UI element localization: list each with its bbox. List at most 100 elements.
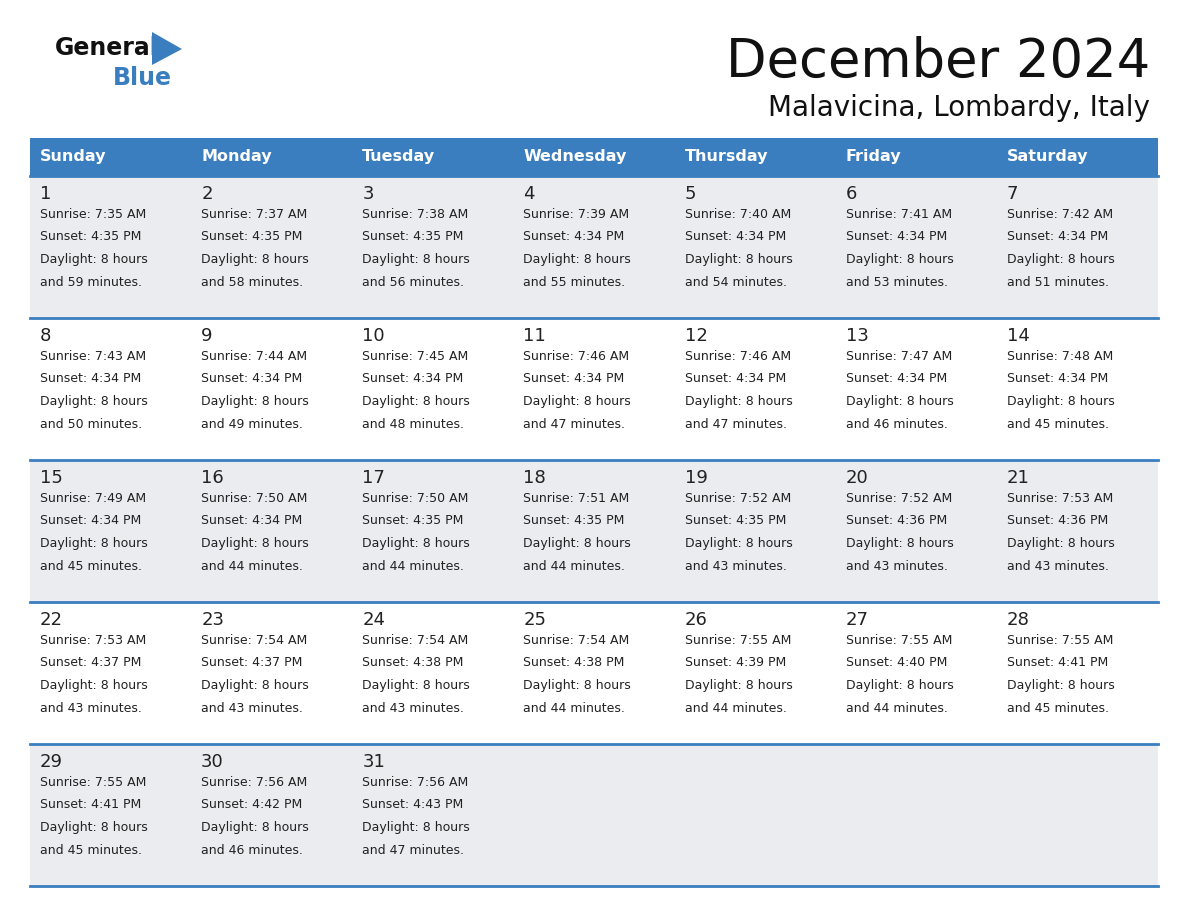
Text: Sunrise: 7:42 AM: Sunrise: 7:42 AM bbox=[1007, 207, 1113, 220]
Text: and 43 minutes.: and 43 minutes. bbox=[201, 702, 303, 715]
Text: and 46 minutes.: and 46 minutes. bbox=[201, 845, 303, 857]
Text: Daylight: 8 hours: Daylight: 8 hours bbox=[1007, 253, 1114, 266]
Text: Malavicina, Lombardy, Italy: Malavicina, Lombardy, Italy bbox=[769, 94, 1150, 122]
Text: Saturday: Saturday bbox=[1007, 150, 1088, 164]
Text: and 47 minutes.: and 47 minutes. bbox=[684, 419, 786, 431]
Text: Sunset: 4:36 PM: Sunset: 4:36 PM bbox=[1007, 514, 1108, 528]
Text: Daylight: 8 hours: Daylight: 8 hours bbox=[362, 822, 470, 834]
Text: Sunrise: 7:49 AM: Sunrise: 7:49 AM bbox=[40, 491, 146, 505]
Text: 18: 18 bbox=[524, 469, 546, 487]
Text: Sunrise: 7:53 AM: Sunrise: 7:53 AM bbox=[1007, 491, 1113, 505]
Text: 6: 6 bbox=[846, 185, 857, 203]
Text: and 44 minutes.: and 44 minutes. bbox=[524, 561, 625, 574]
Text: Sunset: 4:34 PM: Sunset: 4:34 PM bbox=[40, 373, 141, 386]
Text: 5: 5 bbox=[684, 185, 696, 203]
Text: Sunrise: 7:54 AM: Sunrise: 7:54 AM bbox=[524, 633, 630, 646]
Text: Daylight: 8 hours: Daylight: 8 hours bbox=[40, 253, 147, 266]
Text: Sunset: 4:34 PM: Sunset: 4:34 PM bbox=[1007, 230, 1108, 243]
Text: Daylight: 8 hours: Daylight: 8 hours bbox=[684, 538, 792, 551]
Text: 22: 22 bbox=[40, 611, 63, 629]
Text: 29: 29 bbox=[40, 753, 63, 771]
Bar bbox=[30, 602, 1158, 744]
Text: Sunrise: 7:56 AM: Sunrise: 7:56 AM bbox=[201, 776, 308, 789]
Text: Sunset: 4:34 PM: Sunset: 4:34 PM bbox=[362, 373, 463, 386]
Text: and 44 minutes.: and 44 minutes. bbox=[201, 561, 303, 574]
Text: and 44 minutes.: and 44 minutes. bbox=[684, 702, 786, 715]
Text: Sunrise: 7:52 AM: Sunrise: 7:52 AM bbox=[846, 491, 952, 505]
Bar bbox=[30, 744, 1158, 886]
Text: General: General bbox=[55, 36, 159, 60]
Text: Sunrise: 7:54 AM: Sunrise: 7:54 AM bbox=[201, 633, 308, 646]
Text: Thursday: Thursday bbox=[684, 150, 769, 164]
Text: Sunrise: 7:50 AM: Sunrise: 7:50 AM bbox=[201, 491, 308, 505]
Text: Sunrise: 7:46 AM: Sunrise: 7:46 AM bbox=[684, 350, 791, 363]
Text: Sunrise: 7:39 AM: Sunrise: 7:39 AM bbox=[524, 207, 630, 220]
Text: and 50 minutes.: and 50 minutes. bbox=[40, 419, 143, 431]
Text: 30: 30 bbox=[201, 753, 223, 771]
Bar bbox=[30, 460, 1158, 602]
Text: Daylight: 8 hours: Daylight: 8 hours bbox=[684, 396, 792, 409]
Text: 13: 13 bbox=[846, 327, 868, 345]
Text: Sunrise: 7:44 AM: Sunrise: 7:44 AM bbox=[201, 350, 308, 363]
Text: Sunset: 4:36 PM: Sunset: 4:36 PM bbox=[846, 514, 947, 528]
Text: Daylight: 8 hours: Daylight: 8 hours bbox=[40, 396, 147, 409]
Text: Daylight: 8 hours: Daylight: 8 hours bbox=[684, 679, 792, 692]
Text: Sunset: 4:35 PM: Sunset: 4:35 PM bbox=[40, 230, 141, 243]
Text: Sunrise: 7:55 AM: Sunrise: 7:55 AM bbox=[846, 633, 952, 646]
Text: 24: 24 bbox=[362, 611, 385, 629]
Text: Daylight: 8 hours: Daylight: 8 hours bbox=[362, 538, 470, 551]
Text: Daylight: 8 hours: Daylight: 8 hours bbox=[362, 396, 470, 409]
Polygon shape bbox=[152, 32, 182, 65]
Text: Sunset: 4:41 PM: Sunset: 4:41 PM bbox=[1007, 656, 1108, 669]
Text: Daylight: 8 hours: Daylight: 8 hours bbox=[40, 822, 147, 834]
Text: Sunset: 4:34 PM: Sunset: 4:34 PM bbox=[846, 230, 947, 243]
Text: Sunrise: 7:45 AM: Sunrise: 7:45 AM bbox=[362, 350, 468, 363]
Text: and 55 minutes.: and 55 minutes. bbox=[524, 276, 626, 289]
Text: Daylight: 8 hours: Daylight: 8 hours bbox=[846, 538, 954, 551]
Text: 1: 1 bbox=[40, 185, 51, 203]
Text: Sunrise: 7:55 AM: Sunrise: 7:55 AM bbox=[684, 633, 791, 646]
Text: and 43 minutes.: and 43 minutes. bbox=[684, 561, 786, 574]
Text: Sunset: 4:34 PM: Sunset: 4:34 PM bbox=[684, 373, 785, 386]
Text: 26: 26 bbox=[684, 611, 707, 629]
Text: 12: 12 bbox=[684, 327, 707, 345]
Text: and 46 minutes.: and 46 minutes. bbox=[846, 419, 948, 431]
Text: Sunrise: 7:53 AM: Sunrise: 7:53 AM bbox=[40, 633, 146, 646]
Text: and 43 minutes.: and 43 minutes. bbox=[1007, 561, 1108, 574]
Text: Sunset: 4:43 PM: Sunset: 4:43 PM bbox=[362, 799, 463, 812]
Text: 27: 27 bbox=[846, 611, 868, 629]
Text: and 44 minutes.: and 44 minutes. bbox=[524, 702, 625, 715]
Text: Sunset: 4:35 PM: Sunset: 4:35 PM bbox=[362, 514, 463, 528]
Text: and 43 minutes.: and 43 minutes. bbox=[846, 561, 948, 574]
Text: Sunrise: 7:48 AM: Sunrise: 7:48 AM bbox=[1007, 350, 1113, 363]
Text: Sunset: 4:35 PM: Sunset: 4:35 PM bbox=[524, 514, 625, 528]
Text: 21: 21 bbox=[1007, 469, 1030, 487]
Text: and 58 minutes.: and 58 minutes. bbox=[201, 276, 303, 289]
Text: and 45 minutes.: and 45 minutes. bbox=[1007, 419, 1108, 431]
Text: and 44 minutes.: and 44 minutes. bbox=[846, 702, 948, 715]
Text: Sunset: 4:34 PM: Sunset: 4:34 PM bbox=[846, 373, 947, 386]
Text: Daylight: 8 hours: Daylight: 8 hours bbox=[362, 679, 470, 692]
Text: 4: 4 bbox=[524, 185, 535, 203]
Text: and 47 minutes.: and 47 minutes. bbox=[524, 419, 625, 431]
Text: 7: 7 bbox=[1007, 185, 1018, 203]
Text: 11: 11 bbox=[524, 327, 546, 345]
Text: December 2024: December 2024 bbox=[726, 36, 1150, 88]
Text: 28: 28 bbox=[1007, 611, 1030, 629]
Text: Sunrise: 7:43 AM: Sunrise: 7:43 AM bbox=[40, 350, 146, 363]
Text: and 51 minutes.: and 51 minutes. bbox=[1007, 276, 1108, 289]
Text: Sunrise: 7:46 AM: Sunrise: 7:46 AM bbox=[524, 350, 630, 363]
Text: Monday: Monday bbox=[201, 150, 272, 164]
Text: 15: 15 bbox=[40, 469, 63, 487]
Text: and 48 minutes.: and 48 minutes. bbox=[362, 419, 465, 431]
Text: and 43 minutes.: and 43 minutes. bbox=[362, 702, 465, 715]
Text: Daylight: 8 hours: Daylight: 8 hours bbox=[201, 253, 309, 266]
Text: and 43 minutes.: and 43 minutes. bbox=[40, 702, 141, 715]
Text: Sunset: 4:34 PM: Sunset: 4:34 PM bbox=[201, 514, 303, 528]
Text: and 53 minutes.: and 53 minutes. bbox=[846, 276, 948, 289]
Text: Daylight: 8 hours: Daylight: 8 hours bbox=[201, 679, 309, 692]
Text: and 47 minutes.: and 47 minutes. bbox=[362, 845, 465, 857]
Text: and 45 minutes.: and 45 minutes. bbox=[40, 561, 143, 574]
Text: Sunset: 4:34 PM: Sunset: 4:34 PM bbox=[524, 230, 625, 243]
Text: Daylight: 8 hours: Daylight: 8 hours bbox=[40, 538, 147, 551]
